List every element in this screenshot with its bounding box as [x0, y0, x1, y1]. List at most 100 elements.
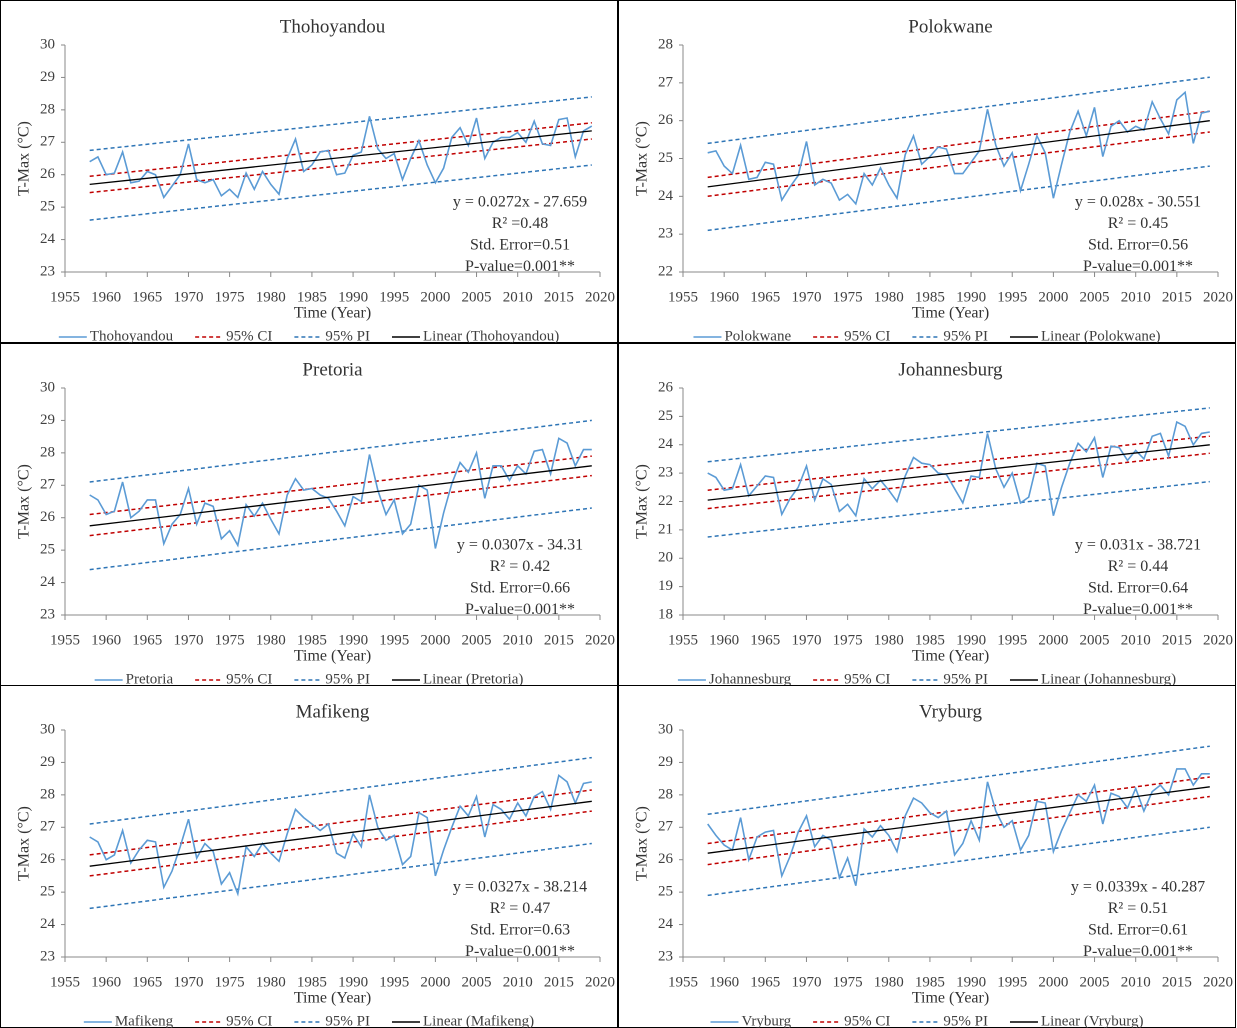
x-tick-label: 1990: [338, 974, 368, 990]
x-tick-label: 2020: [585, 974, 615, 990]
x-tick-label: 1995: [379, 289, 409, 305]
y-tick-label: 23: [658, 948, 673, 964]
x-tick-label: 1955: [668, 289, 698, 305]
x-tick-label: 1965: [132, 974, 162, 990]
legend-label: 95% PI: [325, 1013, 370, 1028]
legend: Thohoyandou 95% CI 95% PI Linear (Thohoyand…: [58, 328, 559, 343]
x-tick-label: 2015: [544, 289, 574, 305]
y-axis-label: T-Max (°C): [16, 806, 33, 881]
interval-lower: [707, 452, 1210, 510]
x-tick-label: 2000: [1038, 974, 1068, 990]
panel-border: [0, 0, 618, 343]
x-tick-label: 2000: [420, 974, 450, 990]
y-tick-label: 25: [40, 542, 55, 558]
trend-line: [89, 130, 592, 186]
y-tick-label: 29: [40, 412, 55, 428]
annotation: P-value=0.001**: [1083, 601, 1193, 618]
data-line: [89, 774, 592, 897]
x-tick-label: 1965: [750, 289, 780, 305]
y-tick-label: 18: [658, 606, 673, 622]
interval-lower: [89, 164, 592, 221]
annotation: y = 0.0307x - 34.31: [457, 537, 583, 554]
x-tick-label: 1985: [297, 974, 327, 990]
x-tick-label: 1965: [750, 632, 780, 648]
y-tick-label: 28: [40, 101, 55, 117]
x-tick-label: 1970: [791, 289, 821, 305]
x-tick-label: 1975: [833, 974, 863, 990]
annotation: P-value=0.001**: [465, 943, 575, 960]
y-tick-label: 22: [658, 263, 673, 279]
y-tick-label: 23: [658, 465, 673, 481]
y-tick-label: 25: [658, 408, 673, 424]
x-tick-label: 1980: [874, 974, 904, 990]
x-tick-label: 1990: [338, 289, 368, 305]
annotation: P-value=0.001**: [465, 601, 575, 618]
legend-label: Pretoria: [126, 671, 174, 686]
x-tick-label: 2010: [503, 289, 533, 305]
legend-label: 95% PI: [943, 1013, 988, 1028]
chart-title: Thohoyandou: [280, 16, 386, 37]
x-tick-label: 1970: [791, 974, 821, 990]
annotation: P-value=0.001**: [1083, 258, 1193, 275]
interval-lower: [707, 131, 1210, 198]
x-tick-label: 2015: [1162, 289, 1192, 305]
x-tick-label: 2015: [544, 632, 574, 648]
interval-lower: [89, 507, 592, 571]
x-tick-label: 1980: [256, 974, 286, 990]
x-tick-label: 1995: [379, 974, 409, 990]
y-tick-label: 29: [40, 69, 55, 85]
x-tick-label: 2015: [1162, 632, 1192, 648]
interval-lower: [89, 842, 592, 910]
y-tick-label: 26: [658, 851, 674, 867]
y-tick-label: 27: [658, 74, 674, 90]
interval-lower: [89, 474, 592, 537]
x-tick-label: 2005: [462, 632, 492, 648]
y-tick-label: 24: [40, 574, 56, 590]
y-tick-label: 30: [40, 36, 55, 52]
interval-upper: [89, 419, 592, 483]
x-tick-label: 1970: [173, 289, 203, 305]
interval-upper: [707, 435, 1210, 491]
x-tick-label: 2005: [1080, 632, 1110, 648]
interval-upper: [89, 789, 592, 856]
x-axis-label: Time (Year): [294, 990, 371, 1007]
y-tick-label: 30: [40, 721, 55, 737]
x-tick-label: 1965: [132, 632, 162, 648]
y-tick-label: 23: [40, 263, 55, 279]
x-tick-label: 1975: [833, 632, 863, 648]
chart-panel: Johannesburg 18 19 20 21 22 23 24 25 26 1955 1960 19…: [618, 343, 1236, 686]
y-tick-label: 28: [658, 36, 673, 52]
chart-title: Mafikeng: [296, 701, 370, 722]
interval-upper: [89, 455, 592, 516]
y-axis-label: T-Max (°C): [16, 121, 33, 196]
legend-label: 95% PI: [325, 671, 370, 686]
y-tick-label: 23: [40, 948, 55, 964]
x-tick-label: 1955: [668, 632, 698, 648]
y-tick-label: 24: [658, 436, 674, 452]
x-tick-label: 1995: [997, 632, 1027, 648]
data-line: [89, 116, 593, 200]
annotation: R² = 0.42: [490, 558, 551, 575]
interval-lower: [89, 810, 592, 877]
interval-upper: [89, 96, 592, 152]
x-tick-label: 2010: [503, 974, 533, 990]
x-axis-label: Time (Year): [912, 990, 989, 1007]
data-line: [89, 437, 592, 549]
x-tick-label: 1970: [791, 632, 821, 648]
legend-label: Thohoyandou: [90, 328, 174, 343]
x-tick-label: 1990: [956, 974, 986, 990]
y-tick-label: 28: [658, 786, 673, 802]
interval-lower: [707, 165, 1210, 232]
x-tick-label: 2000: [1038, 289, 1068, 305]
chart-panel: Polokwane 22 23 24 25 26 27 28 1955 1960 1965 1970 1…: [618, 0, 1236, 343]
legend-label: Linear (Vryburg): [1041, 1013, 1144, 1028]
y-tick-label: 26: [40, 851, 56, 867]
y-tick-label: 26: [658, 112, 674, 128]
interval-upper: [707, 776, 1210, 845]
legend-label: 95% PI: [943, 671, 988, 686]
trend-line: [89, 465, 592, 527]
x-tick-label: 1960: [709, 289, 739, 305]
x-tick-label: 2010: [503, 632, 533, 648]
legend-label: Linear (Pretoria): [423, 671, 523, 686]
legend: Pretoria 95% CI 95% PI Linear (Pretoria): [94, 671, 523, 686]
